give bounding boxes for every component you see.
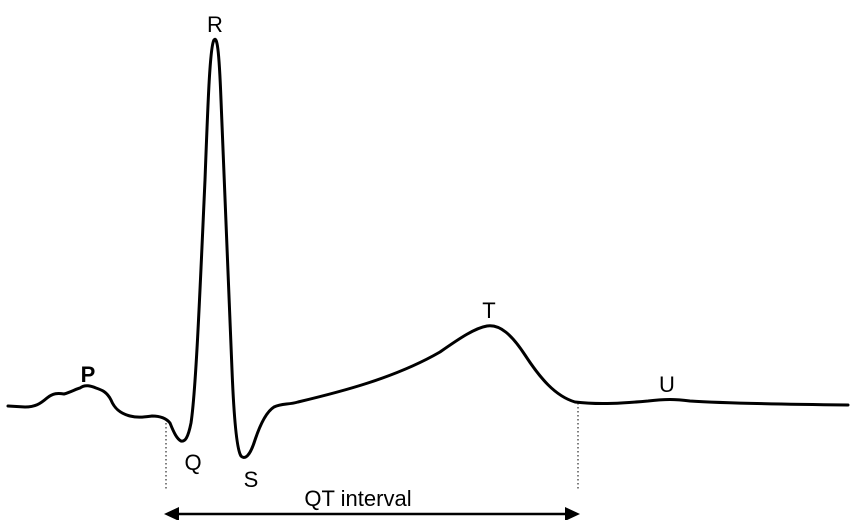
label-t: T <box>482 298 495 323</box>
qt-interval-label: QT interval <box>304 486 411 511</box>
ecg-waveform <box>6 37 850 459</box>
arrow-head-left <box>164 507 179 520</box>
arrow-head-right <box>565 507 580 520</box>
label-u: U <box>659 372 675 397</box>
label-s: S <box>244 467 259 492</box>
label-p: P <box>81 362 96 387</box>
label-r: R <box>207 12 223 37</box>
label-q: Q <box>184 450 201 475</box>
qt-interval-arrow <box>164 507 580 520</box>
